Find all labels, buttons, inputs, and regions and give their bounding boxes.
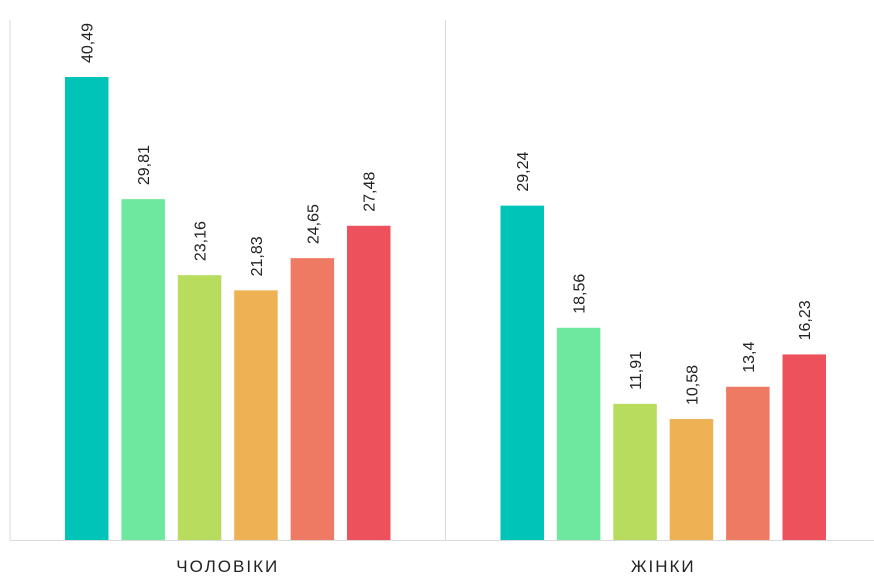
data-label: 24,65 [305,204,322,244]
bar [290,258,335,540]
data-label: 13,4 [741,342,758,373]
bar [65,77,109,541]
data-label: 40,49 [80,23,97,63]
bar [177,275,222,540]
x-tick-label: ЖІНКИ [631,557,696,576]
data-label: 21,83 [249,236,266,276]
bar [726,386,770,540]
data-label: 27,48 [362,172,379,212]
data-label: 29,24 [515,152,532,192]
x-tick-label: ЧОЛОВІКИ [176,557,279,576]
bar [613,403,657,540]
data-label: 16,23 [797,300,814,340]
bar [556,327,601,540]
data-label: 10,58 [684,365,701,405]
data-label: 11,91 [628,351,645,390]
bar [234,290,278,540]
bar [782,354,826,540]
data-label: 23,16 [193,221,210,261]
data-label: 29,81 [136,145,153,185]
bar [500,205,544,540]
bar [669,419,714,540]
bar [121,199,165,540]
bar [347,225,391,541]
data-label: 18,56 [572,274,589,314]
